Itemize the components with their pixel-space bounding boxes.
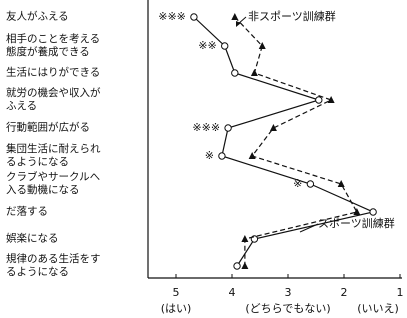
category-label: 集団生活に耐えられ るようになる xyxy=(6,143,101,168)
x-tick-label: 5 xyxy=(173,286,180,299)
point xyxy=(190,13,198,21)
point xyxy=(241,262,249,269)
category-label: だ落する xyxy=(6,205,48,218)
x-tick-label: 1 xyxy=(397,286,404,299)
significance-mark: ※※ xyxy=(198,39,216,52)
category-label: クラブやサークルへ 入る動機になる xyxy=(6,171,101,196)
scale-label: (はい) xyxy=(161,302,192,315)
series-label: スポーツ訓練群 xyxy=(318,216,395,230)
point xyxy=(231,69,239,77)
point xyxy=(233,262,241,270)
point xyxy=(327,96,335,103)
category-label: 友人がふえる xyxy=(6,10,69,23)
significance-mark: ※※※ xyxy=(192,121,220,134)
point xyxy=(369,208,377,216)
category-label: 規律のある生活をす るようになる xyxy=(6,253,101,278)
x-tick-label: 2 xyxy=(341,286,348,299)
x-tick-label: 3 xyxy=(285,286,292,299)
series-label: 非スポーツ訓練群 xyxy=(248,9,336,23)
category-label: 生活にはりができる xyxy=(6,66,101,79)
scale-label: (どちらでもない) xyxy=(245,302,330,315)
point xyxy=(315,96,323,104)
significance-mark: ※※※ xyxy=(158,10,186,23)
point xyxy=(248,152,256,159)
point xyxy=(269,124,277,131)
point xyxy=(224,124,232,132)
point xyxy=(306,180,315,188)
point xyxy=(218,152,226,160)
category-label: 娯楽になる xyxy=(6,232,59,245)
point xyxy=(250,69,258,76)
series-line xyxy=(193,16,376,267)
category-label: 就労の機会や収入が ふえる xyxy=(6,87,101,112)
category-label: 行動範囲が広がる xyxy=(6,121,90,134)
category-label: 相手のことを考える 態度が養成できる xyxy=(6,33,101,58)
point xyxy=(337,180,345,187)
point xyxy=(258,42,266,49)
point xyxy=(353,208,361,215)
significance-mark: ※ xyxy=(293,177,302,190)
significance-mark: ※ xyxy=(205,149,214,162)
x-tick-label: 4 xyxy=(229,286,236,299)
arrow-head xyxy=(236,21,241,27)
point xyxy=(221,42,229,50)
point xyxy=(241,235,249,242)
point xyxy=(231,13,239,20)
scale-label: (いいえ) xyxy=(357,302,399,315)
